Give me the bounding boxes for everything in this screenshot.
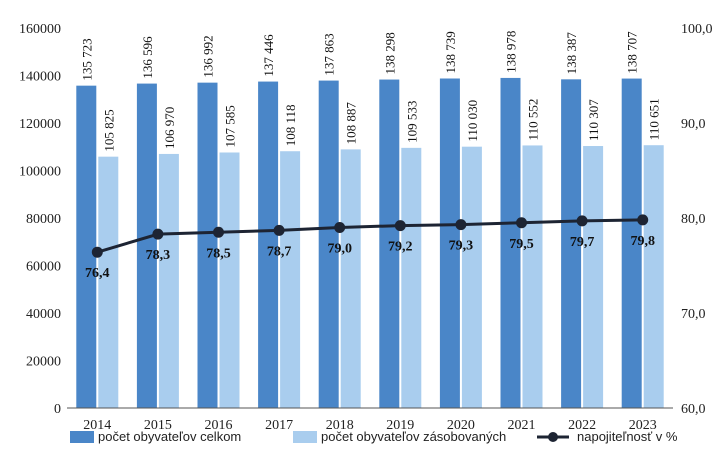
x-tick-label: 2017 [265, 418, 293, 433]
bar-label-celkom: 138 387 [564, 32, 579, 75]
legend-swatch [70, 431, 94, 443]
bar-zasobovanych [522, 145, 543, 408]
bar-label-zasobovanych: 108 887 [344, 102, 359, 145]
y-tick-label: 160000 [19, 22, 61, 37]
x-tick-label: 2023 [629, 418, 657, 433]
legend-swatch [293, 431, 317, 443]
y2-tick-label: 70,0 [681, 307, 706, 322]
y-tick-label: 60000 [26, 260, 61, 275]
line-point-label: 76,4 [85, 266, 110, 281]
legend-label: počet obyvateľov celkom [98, 429, 241, 444]
legend-label: počet obyvateľov zásobovaných [321, 429, 506, 444]
x-tick-label: 2015 [144, 418, 172, 433]
bar-label-celkom: 138 978 [504, 31, 519, 73]
line-point-label: 78,7 [267, 244, 292, 259]
bar-celkom [561, 79, 582, 408]
bar-zasobovanych [158, 153, 179, 408]
bar-label-zasobovanych: 110 307 [586, 99, 601, 141]
line-point-label: 79,7 [570, 235, 595, 250]
bar-label-celkom: 137 446 [261, 34, 276, 77]
bars: 135 723 105 825 136 596 106 970 136 992 107 5… [76, 31, 664, 409]
line-point [213, 226, 224, 238]
bar-celkom [439, 78, 460, 408]
bar-label-zasobovanych: 108 118 [283, 104, 298, 146]
y-tick-label: 40000 [26, 307, 61, 322]
bar-zasobovanych [340, 149, 361, 408]
line-point-label: 79,0 [327, 242, 352, 257]
bar-zasobovanych [401, 147, 422, 408]
line-napojitelnost [96, 218, 643, 254]
x-tick-label: 2019 [386, 418, 414, 433]
bar-celkom [500, 77, 521, 409]
y-tick-label: 20000 [26, 355, 61, 370]
bar-label-celkom: 138 298 [382, 32, 397, 74]
bar-label-zasobovanych: 110 552 [526, 99, 541, 141]
bar-celkom [379, 79, 400, 409]
y-tick-label: 0 [54, 402, 61, 417]
line-point-label: 79,8 [630, 234, 655, 249]
bar-label-celkom: 135 723 [79, 38, 94, 80]
bar-label-celkom: 137 863 [322, 33, 337, 75]
line-point-label: 79,5 [509, 237, 534, 252]
bar-zasobovanych [583, 146, 604, 408]
y2-tick-label: 80,0 [681, 212, 706, 227]
y-tick-label: 120000 [19, 117, 61, 132]
line-point-label: 78,5 [206, 246, 231, 261]
x-axis: 2014 2015 2016 2017 2018 2019 2020 2021 2022 2023 [67, 407, 673, 433]
x-tick-label: 2014 [83, 418, 111, 433]
bar-label-zasobovanych: 109 533 [404, 101, 419, 143]
line-point-label: 79,2 [388, 240, 413, 255]
line-series: 76,4 78,3 78,5 78,7 79,0 79,2 79,3 79,5 79,7 79,8 [85, 214, 655, 281]
x-tick-label: 2020 [447, 418, 475, 433]
y-tick-label: 140000 [19, 70, 61, 85]
line-point [91, 246, 103, 258]
x-tick-label: 2022 [568, 418, 596, 433]
y-tick-label: 100000 [19, 165, 61, 180]
bar-label-celkom: 138 739 [443, 31, 458, 73]
right-axis: 60,0 70,0 80,0 90,0 100,0 [681, 22, 713, 417]
left-axis: 0 20000 40000 60000 80000 100000 120000 140000 1… [19, 22, 61, 417]
line-point [273, 224, 285, 236]
x-tick-label: 2021 [508, 418, 536, 433]
bar-label-celkom: 136 596 [140, 36, 155, 79]
line-point [637, 214, 649, 226]
line-point [516, 217, 527, 229]
line-point-label: 78,3 [146, 248, 171, 263]
legend-label: napojiteľnosť v % [577, 429, 678, 444]
bar-zasobovanych [280, 151, 301, 408]
y2-tick-label: 90,0 [681, 117, 706, 132]
line-point [394, 220, 406, 232]
line-point [152, 228, 164, 240]
x-tick-label: 2016 [205, 418, 233, 433]
y2-tick-label: 60,0 [681, 402, 706, 417]
bar-zasobovanych [219, 152, 240, 408]
bar-label-celkom: 138 707 [625, 31, 640, 74]
line-point [455, 219, 467, 231]
line-point-label: 79,3 [449, 239, 474, 254]
y-tick-label: 80000 [26, 212, 61, 227]
legend-marker [548, 432, 558, 442]
legend: počet obyvateľov celkom počet obyvateľov … [70, 429, 678, 444]
bar-celkom [136, 83, 157, 408]
bar-label-celkom: 136 992 [201, 35, 216, 77]
bar-celkom [76, 85, 97, 409]
bar-celkom [621, 78, 642, 409]
line-point [576, 215, 588, 227]
bar-celkom [197, 82, 218, 409]
bar-zasobovanych [98, 156, 119, 408]
x-tick-label: 2018 [326, 418, 354, 433]
bar-celkom [318, 80, 339, 408]
bar-label-zasobovanych: 110 651 [647, 98, 662, 140]
bar-label-zasobovanych: 106 970 [162, 107, 177, 149]
bar-celkom [258, 81, 279, 409]
bar-zasobovanych [461, 146, 482, 408]
bar-label-zasobovanych: 110 030 [465, 100, 480, 142]
line-point [334, 222, 346, 233]
bar-zasobovanych [643, 145, 664, 409]
bar-label-zasobovanych: 105 825 [101, 109, 116, 151]
bar-label-zasobovanych: 107 585 [223, 105, 238, 147]
y2-tick-label: 100,0 [681, 22, 713, 37]
